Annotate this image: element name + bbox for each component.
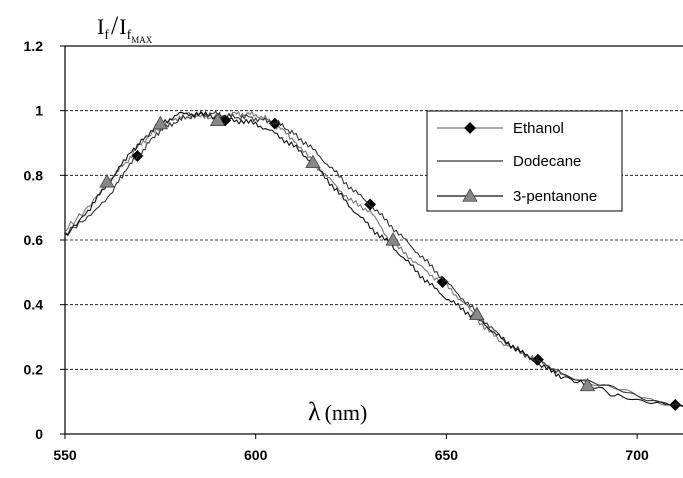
- series-2-point-5: [469, 306, 485, 321]
- series-2-point-1: [152, 115, 169, 130]
- series-2: [64, 110, 683, 407]
- x-axis-label: λ (nm): [308, 397, 367, 426]
- legend-label-1: Dodecane: [513, 153, 581, 170]
- series-1: [64, 110, 683, 408]
- x-tick-label-1: 600: [244, 447, 268, 463]
- x-tick-label-3: 700: [625, 447, 649, 463]
- legend: Ethanol Dodecane 3-pentanone: [426, 110, 623, 212]
- series-2-point-4: [385, 232, 401, 246]
- series-0-point-6: [669, 398, 682, 411]
- legend-item-1: Dodecane: [437, 153, 581, 170]
- legend-label-2: 3-pentanone: [513, 188, 597, 205]
- series-0-point-3: [364, 198, 377, 211]
- y-tick-label-0: 0: [35, 426, 43, 442]
- series-2-point-2: [209, 112, 226, 127]
- y-tick-label-4: 0.8: [24, 167, 44, 183]
- legend-item-0: Ethanol: [437, 120, 564, 137]
- series-2-point-3: [305, 154, 321, 169]
- x-tick-label-2: 650: [435, 447, 459, 463]
- legend-label-0: Ethanol: [513, 120, 564, 137]
- y-axis-label: If/IfMAX: [97, 11, 153, 45]
- y-tick-label-5: 1: [35, 103, 43, 119]
- y-tick-label-3: 0.6: [24, 232, 44, 248]
- series-2-point-6: [579, 377, 596, 392]
- legend-marker-2: [462, 188, 478, 202]
- series-layer: [64, 110, 683, 411]
- legend-marker-0: [464, 122, 476, 134]
- y-tick-label-1: 0.2: [24, 361, 44, 377]
- x-axis-ticks: 550 600 650 700: [53, 434, 649, 463]
- series-2-point-0: [99, 173, 115, 188]
- y-tick-label-2: 0.4: [24, 297, 44, 313]
- legend-item-2: 3-pentanone: [437, 188, 597, 205]
- series-line-1: [64, 110, 683, 408]
- x-tick-label-0: 550: [53, 447, 77, 463]
- y-axis-ticks: 0 0.2 0.4 0.6 0.8 1 1.2: [24, 38, 65, 442]
- y-tick-label-6: 1.2: [24, 38, 44, 54]
